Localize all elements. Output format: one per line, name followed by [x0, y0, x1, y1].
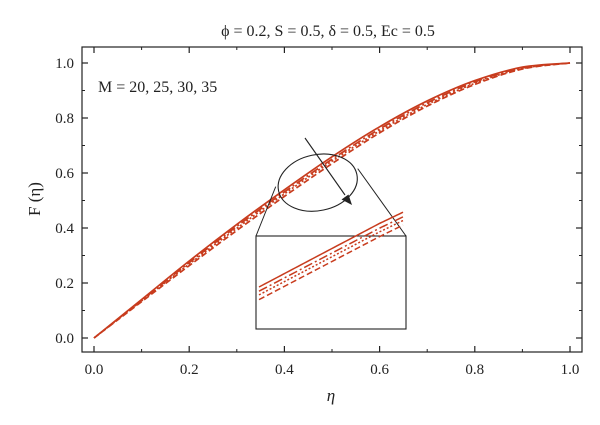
x-tick-label: 0.8	[465, 362, 484, 378]
series-line-4	[93, 62, 571, 339]
x-tick-label: 0.0	[85, 362, 104, 378]
arrow-head	[341, 194, 352, 205]
inset-box	[255, 235, 407, 330]
direction-arrow	[304, 137, 346, 196]
y-tick-label: 0.6	[55, 166, 74, 182]
y-tick-label: 0.2	[55, 276, 74, 292]
parameter-annotation: M = 20, 25, 30, 35	[98, 79, 217, 96]
y-axis-label: F (η)	[25, 182, 44, 216]
zoom-ellipse	[277, 153, 358, 212]
y-tick-label: 1.0	[55, 56, 74, 72]
connector-line	[255, 186, 277, 237]
x-tick-label: 0.6	[370, 362, 389, 378]
inset-series-line-1	[258, 211, 404, 288]
inset-series-line-3	[258, 219, 404, 296]
inset-series-line-4	[258, 224, 404, 301]
chart-title: ϕ = 0.2, S = 0.5, δ = 0.5, Ec = 0.5	[221, 23, 435, 40]
y-tick-label: 0.0	[55, 331, 74, 347]
x-tick-label: 0.4	[275, 362, 294, 378]
series-line-1	[93, 62, 571, 339]
x-tick-label: 0.2	[180, 362, 199, 378]
x-axis-label: η	[327, 386, 335, 405]
inset-series-line-2	[258, 216, 404, 292]
y-tick-label: 0.4	[55, 221, 74, 237]
connector-line	[357, 168, 407, 237]
series-line-2	[93, 62, 571, 339]
series-line-3	[93, 62, 571, 339]
x-tick-label: 1.0	[561, 362, 580, 378]
y-tick-label: 0.8	[55, 111, 74, 127]
